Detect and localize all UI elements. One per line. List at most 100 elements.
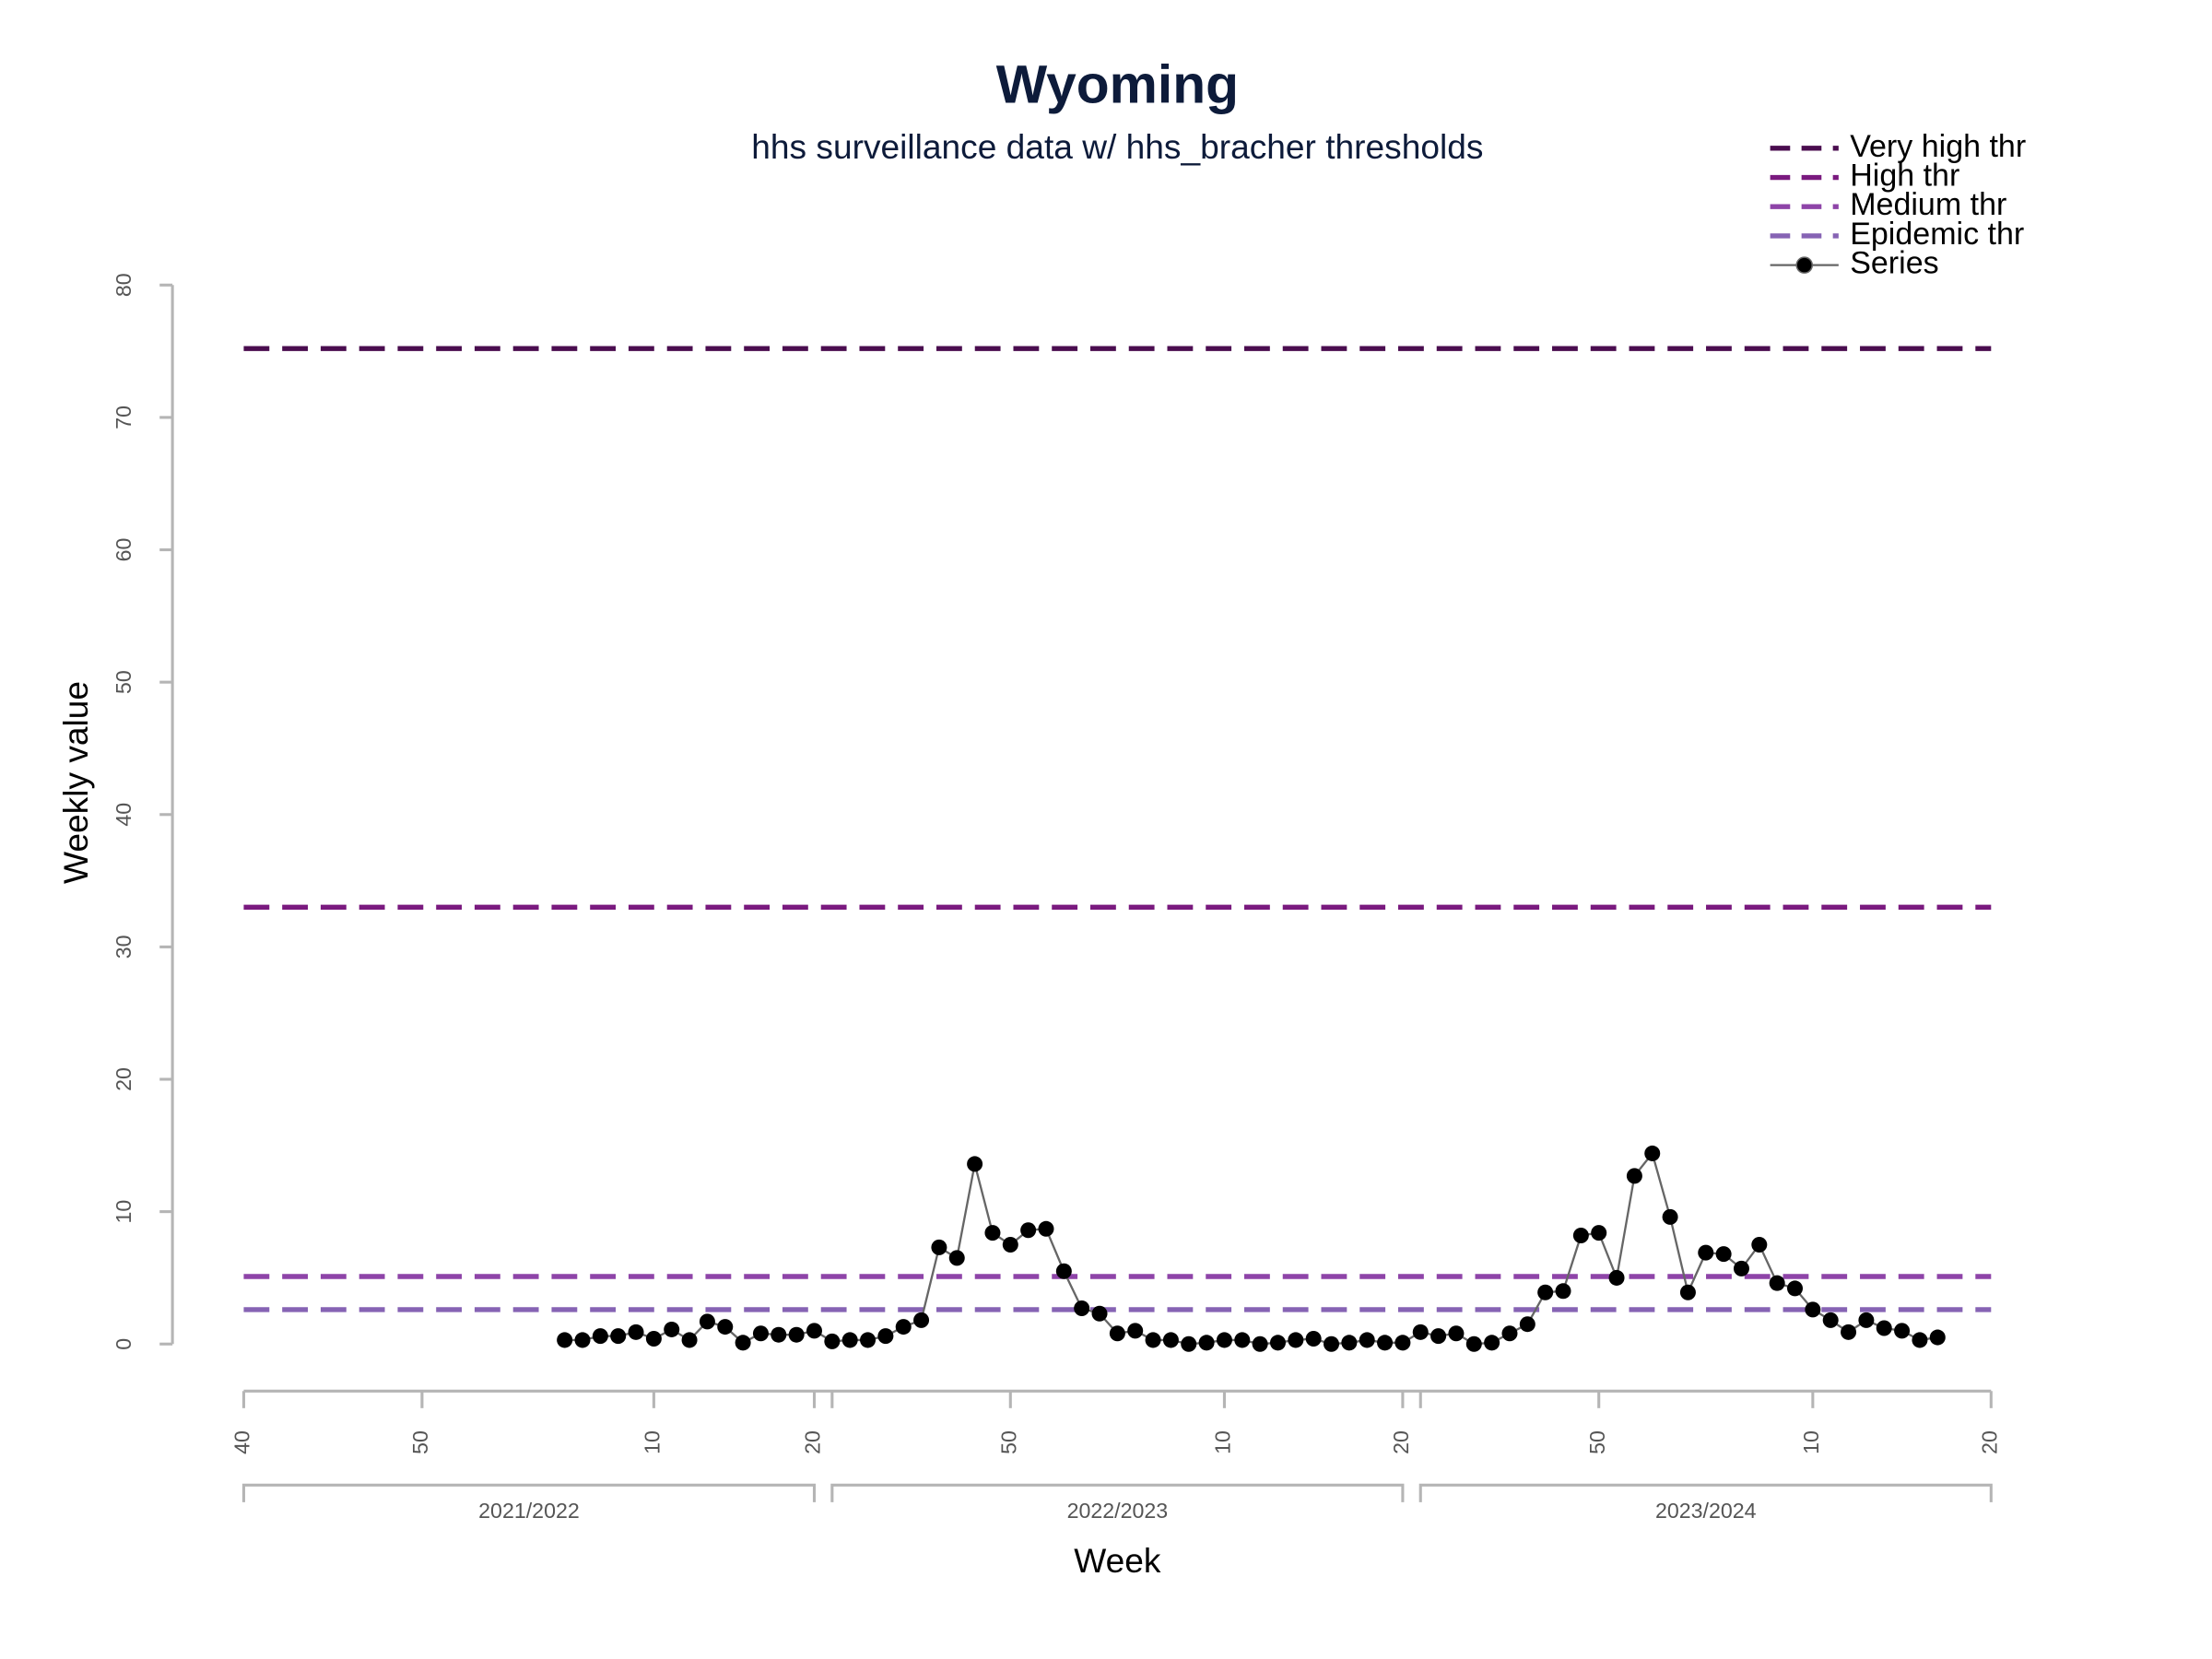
data-point (1679, 1284, 1696, 1300)
data-point (1769, 1275, 1785, 1291)
data-point (1662, 1208, 1678, 1225)
data-point (1537, 1284, 1554, 1300)
season-label: 2023/2024 (1655, 1499, 1757, 1523)
chart-title: Wyoming (996, 54, 1239, 114)
legend-label: Series (1850, 246, 1938, 281)
legend-label: High thr (1850, 159, 1959, 194)
data-point (574, 1332, 591, 1348)
x-tick-label: 40 (230, 1430, 254, 1454)
data-point (1181, 1335, 1197, 1352)
data-point (788, 1326, 805, 1343)
x-tick-label: 50 (408, 1430, 432, 1454)
data-point (1555, 1283, 1571, 1300)
y-tick-label: 30 (112, 935, 135, 959)
data-point (1448, 1325, 1465, 1342)
y-tick-label: 0 (112, 1338, 135, 1350)
legend-label: Medium thr (1850, 187, 2006, 222)
y-tick-label: 80 (112, 273, 135, 297)
data-point (1359, 1332, 1375, 1348)
legend-label: Very high thr (1850, 129, 2026, 164)
data-point (1644, 1145, 1661, 1161)
data-point (895, 1319, 912, 1335)
data-point (1305, 1330, 1322, 1347)
data-point (1876, 1320, 1892, 1336)
data-point (1822, 1312, 1839, 1328)
data-point (913, 1312, 930, 1328)
data-point (1733, 1260, 1749, 1277)
x-axis-label: Week (1074, 1541, 1161, 1580)
data-point (1894, 1323, 1911, 1339)
data-point (1412, 1324, 1429, 1340)
data-point (771, 1326, 787, 1343)
data-point (1465, 1335, 1482, 1352)
data-point (557, 1332, 573, 1348)
season-bracket (241, 1483, 817, 1502)
data-point (1608, 1269, 1625, 1286)
x-tick-label: 10 (1211, 1430, 1235, 1454)
data-point (681, 1332, 698, 1348)
season-label: 2021/2022 (478, 1499, 580, 1523)
y-tick-label: 70 (112, 406, 135, 429)
data-point (645, 1330, 662, 1347)
y-tick-label: 50 (112, 670, 135, 694)
data-point (628, 1324, 644, 1340)
data-point (1377, 1335, 1394, 1351)
data-point (1519, 1316, 1535, 1333)
data-point (1841, 1324, 1857, 1340)
data-point (1324, 1335, 1340, 1352)
data-point (1929, 1329, 1946, 1346)
data-point (948, 1250, 965, 1266)
data-point (1805, 1301, 1821, 1318)
data-point (1162, 1332, 1179, 1348)
legend-swatch (1795, 256, 1814, 274)
data-point (1234, 1332, 1251, 1348)
data-point (1394, 1335, 1411, 1351)
data-point (1912, 1332, 1928, 1348)
chart-subtitle: hhs surveillance data w/ hhs_bracher thr… (751, 127, 1483, 166)
data-point (1269, 1335, 1286, 1351)
y-tick-label: 20 (112, 1067, 135, 1091)
data-point (1252, 1335, 1268, 1352)
data-point (1020, 1222, 1037, 1239)
x-tick-label: 50 (1585, 1430, 1609, 1454)
x-tick-label: 20 (1389, 1430, 1413, 1454)
data-point (1055, 1263, 1072, 1279)
data-point (1484, 1335, 1500, 1351)
y-tick-label: 40 (112, 803, 135, 827)
data-point (717, 1319, 734, 1335)
data-point (967, 1156, 983, 1172)
data-point (752, 1325, 769, 1342)
data-point (1430, 1328, 1447, 1345)
data-point (1698, 1244, 1714, 1261)
x-tick-label: 20 (1977, 1430, 2001, 1454)
x-tick-label: 50 (996, 1430, 1020, 1454)
data-point (1002, 1237, 1018, 1253)
data-point (1091, 1305, 1108, 1322)
data-point (1501, 1325, 1518, 1342)
data-point (1787, 1280, 1804, 1297)
data-point (1127, 1323, 1144, 1339)
data-point (860, 1332, 877, 1348)
data-point (1145, 1332, 1161, 1348)
data-point (592, 1328, 608, 1345)
x-tick-label: 10 (641, 1430, 665, 1454)
legend-label: Epidemic thr (1850, 217, 2024, 252)
data-point (735, 1335, 751, 1351)
data-point (984, 1225, 1001, 1241)
data-point (841, 1332, 858, 1348)
season-label: 2022/2023 (1067, 1499, 1169, 1523)
data-point (610, 1328, 627, 1345)
data-point (877, 1328, 894, 1345)
season-bracket (1418, 1483, 1993, 1502)
data-point (1858, 1312, 1875, 1328)
season-bracket (830, 1483, 1405, 1502)
data-point (699, 1313, 715, 1330)
data-point (1216, 1332, 1232, 1348)
data-point (1198, 1335, 1215, 1351)
y-tick-label: 10 (112, 1200, 135, 1224)
x-tick-label: 20 (801, 1430, 825, 1454)
data-point (664, 1321, 680, 1337)
data-point (1715, 1246, 1732, 1263)
data-point (931, 1239, 947, 1255)
